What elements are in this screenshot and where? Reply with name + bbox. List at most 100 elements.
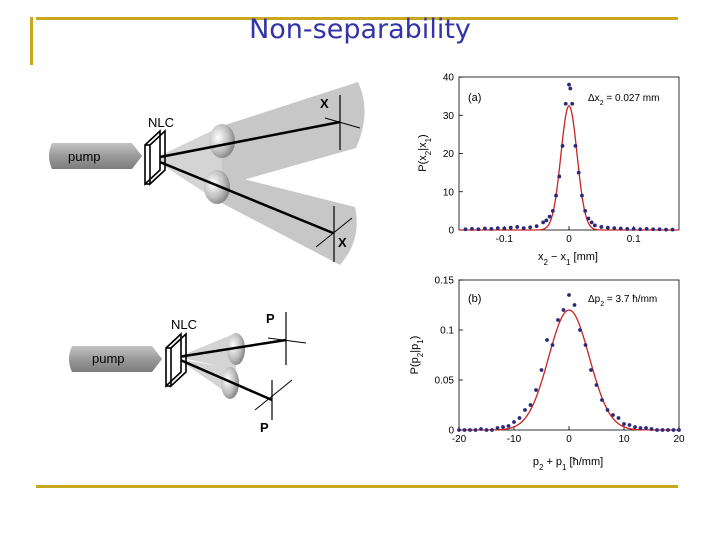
chart-a-data-point	[644, 226, 649, 231]
chart-a-data-point	[670, 227, 675, 232]
chart-b-data-point	[534, 388, 538, 392]
chart-b-data-point	[561, 308, 566, 312]
chart-b-data-point	[660, 428, 665, 432]
chart-b-data-point	[567, 293, 571, 297]
chart-b-data-point	[594, 383, 599, 387]
chart-b-xlabel-p4: [ħ/mm]	[567, 456, 604, 468]
chart-a-data-point	[580, 193, 584, 198]
chart-a-xtick-label: 0	[566, 234, 572, 245]
chart-b-data-point	[484, 428, 489, 432]
chart-b-data-point	[528, 403, 533, 407]
chart-a-data-point	[563, 101, 568, 106]
chart-a-data-point	[502, 226, 507, 231]
ray-upper-bottom	[177, 338, 287, 359]
chart-a-data-point	[567, 82, 571, 87]
upper-cone-far-top	[222, 82, 365, 186]
chart-b-data-point	[578, 328, 582, 332]
chart-a-ylabel: P(x2|x1)	[417, 134, 433, 171]
chart-a-data-point	[521, 226, 526, 230]
chart-b-ticks: -20 -10 0 10 20 0 0.05 0.1 0.15	[435, 276, 685, 446]
chart-a-data-point	[482, 226, 487, 231]
detector-slit-lower-bottom	[254, 379, 293, 411]
frame-left-rule	[30, 17, 33, 65]
chart-b-data-point	[644, 426, 648, 430]
chart-a-data-point	[560, 143, 565, 148]
frame-bottom-rule	[36, 485, 678, 488]
chart-a-fit-curve	[459, 104, 679, 231]
lower-cone-bottom	[178, 359, 230, 395]
chart-b-data-point	[627, 423, 632, 427]
chart-a-data-point	[657, 227, 662, 232]
chart-b-data-point	[495, 426, 500, 430]
chart-a-xlabel-p4: [mm]	[570, 251, 598, 263]
chart-b-data-point	[550, 343, 555, 347]
chart-b-ylabel-p3: 1	[416, 339, 425, 344]
chart-b-data-point	[572, 303, 577, 307]
chart-a-ytick-label: 40	[443, 73, 455, 84]
chart-b-data-point	[671, 428, 676, 432]
chart-b-data-point	[677, 428, 681, 432]
chart-b-annotation-val: = 3.7 ħ/mm	[604, 294, 657, 305]
chart-b-data-point	[655, 428, 659, 432]
crystal-label-top: NLC	[148, 115, 174, 130]
chart-a-annotation-val: = 0.027 mm	[604, 93, 660, 104]
chart-b-data-point	[589, 368, 593, 372]
frame-top-rule	[36, 17, 678, 20]
lens-upper-top	[209, 124, 235, 158]
chart-a-data-point	[583, 208, 588, 213]
detector-label-x1: X	[320, 96, 329, 111]
chart-a-data-point	[586, 216, 591, 221]
chart-b-data-point	[622, 422, 626, 426]
chart-a-data-point	[463, 227, 468, 232]
chart-b-ytick-label: 0.1	[440, 326, 454, 337]
chart-a-data-point	[528, 225, 533, 230]
chart-b-data-point	[616, 416, 621, 420]
chart-a-data-point	[515, 225, 520, 229]
chart-b-annotation-sub: 2	[600, 301, 604, 308]
chart-b-fit-curve	[459, 309, 679, 431]
crystal-label-bottom: NLC	[171, 317, 197, 332]
chart-a-data-point	[625, 226, 630, 231]
chart-b-ylabel-p1: 2	[416, 352, 425, 357]
chart-b-xlabel: p2 + p1 [ħ/mm]	[533, 456, 603, 472]
chart-b-data-point	[638, 426, 643, 430]
chart-a-xlabel-p0: x	[538, 251, 544, 263]
chart-b-xtick-label: 10	[618, 434, 630, 445]
chart-b-ytick-label: 0.05	[435, 376, 455, 387]
chart-a-data-point	[618, 226, 623, 231]
chart-a-ylabel-p2: |x	[417, 142, 429, 151]
chart-a-data-point	[489, 226, 494, 231]
chart-a-data-point	[664, 227, 668, 232]
pump-label-top: pump	[68, 149, 101, 164]
chart-a-data-point	[534, 224, 539, 229]
chart-a-data-point	[631, 226, 636, 231]
chart-a-data-point	[544, 218, 549, 223]
chart-b-data-point	[462, 428, 467, 432]
chart-b-data-point	[605, 408, 610, 412]
chart-b-xlabel-p3: 1	[562, 463, 567, 472]
chart-b-ylabel-p0: P(p	[409, 357, 421, 374]
chart-b-xtick-label: -10	[507, 434, 522, 445]
chart-a-ytick-label: 0	[448, 226, 454, 237]
detector-label-x2: X	[338, 235, 347, 250]
chart-a-ylabel-p4: )	[417, 134, 429, 138]
chart-a-data-point	[470, 226, 474, 231]
diagram-position-setup: pump X X NLC	[49, 82, 365, 265]
crystal-bottom	[165, 332, 187, 388]
chart-b-data-point	[523, 408, 527, 412]
chart-b-xtick-label: -20	[452, 434, 467, 445]
chart-a-data-point	[476, 227, 481, 232]
chart-b-data-point	[666, 428, 670, 432]
chart-a-annotation: Δx2 = 0.027 mm	[588, 93, 659, 107]
chart-a-xlabel-p2: − x	[548, 251, 567, 263]
chart-b-ylabel-p4: )	[409, 336, 421, 340]
chart-a-data-point	[568, 86, 573, 91]
diagram-momentum-setup: pump P P NLC	[69, 311, 307, 435]
chart-a-ylabel-p3: 1	[424, 137, 433, 142]
chart-b-data-point	[457, 428, 461, 432]
chart-a-data-point	[508, 225, 513, 230]
chart-a-annotation-var: Δx	[588, 93, 600, 104]
